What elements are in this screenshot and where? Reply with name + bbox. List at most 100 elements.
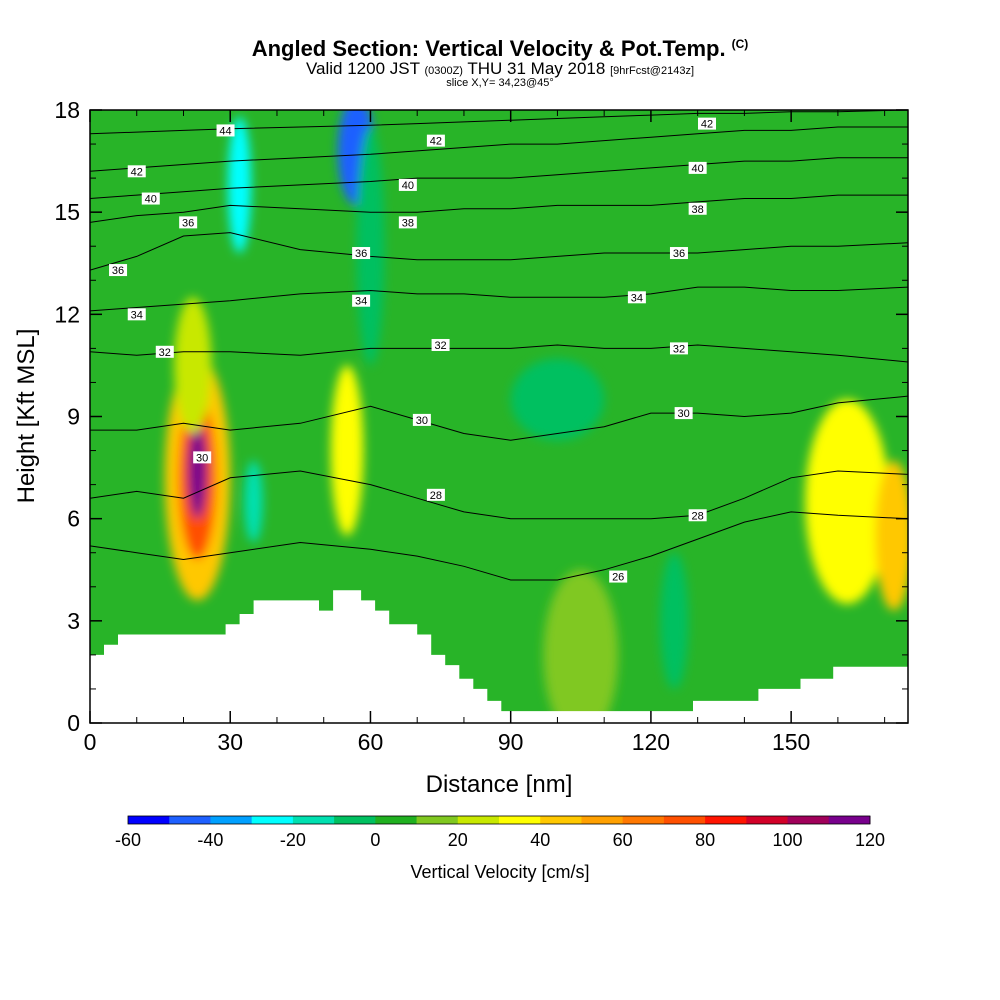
colorbar-tick-label: -40: [197, 830, 223, 850]
copyright-mark: (C): [731, 36, 749, 51]
valid-date: THU 31 May 2018: [467, 59, 606, 78]
colorbar-swatch: [828, 816, 871, 824]
valid-time-main: Valid 1200 JST: [305, 59, 420, 78]
svg-text:30: 30: [416, 415, 428, 427]
velocity-cell-7: [227, 116, 252, 254]
colorbar-swatch: [663, 816, 706, 824]
colorbar-swatch: [540, 816, 582, 824]
y-tick-label: 9: [67, 404, 80, 430]
contour-label-15: 36: [669, 247, 688, 260]
colorbar-tick-label: 80: [695, 830, 715, 850]
colorbar-swatch: [334, 816, 376, 824]
valid-time: Valid 1200 JST (0300Z) THU 31 May 2018 […: [0, 59, 1000, 79]
velocity-cell-11: [875, 460, 908, 611]
contour-labels: 26 28 28 30 30 30 32 32 32 34 34 34 36 36 36 36 38 38 40 40…: [109, 117, 717, 584]
svg-text:40: 40: [402, 180, 414, 192]
x-axis-label: Distance [nm]: [426, 771, 573, 798]
colorbar-tick-label: 40: [530, 830, 550, 850]
y-tick-label: 0: [67, 710, 80, 736]
svg-text:30: 30: [196, 452, 208, 464]
y-tick-label: 6: [67, 506, 80, 532]
svg-text:42: 42: [430, 136, 442, 148]
slice-info: slice X,Y= 34,23@45°: [446, 77, 554, 89]
contour-label-17: 38: [688, 202, 707, 216]
contour-label-24: 44: [216, 124, 235, 137]
x-tick-label: 90: [498, 729, 524, 755]
contour-label-11: 34: [627, 291, 646, 304]
contour-label-1: 28: [426, 488, 445, 502]
forecast-info: [9hrFcst@2143z]: [610, 65, 695, 77]
velocity-field: [164, 110, 908, 723]
x-tick-label: 60: [358, 729, 384, 755]
svg-text:44: 44: [219, 125, 231, 137]
contour-label-3: 30: [193, 451, 212, 464]
x-tick-label: 30: [217, 729, 243, 755]
contour-label-4: 30: [412, 413, 431, 427]
velocity-cell-8: [244, 460, 263, 543]
colorbar-swatch: [251, 816, 294, 824]
contour-26: [90, 511, 908, 581]
svg-text:32: 32: [434, 340, 446, 352]
colorbar-tick-label: 120: [855, 830, 885, 850]
velocity-cell-13: [660, 552, 689, 689]
svg-text:36: 36: [355, 248, 367, 260]
svg-text:40: 40: [145, 194, 157, 206]
colorbar-tick-label: -20: [280, 830, 306, 850]
colorbar-tick-label: 60: [613, 830, 633, 850]
contour-28: [90, 470, 908, 520]
velocity-cell-12: [543, 569, 619, 723]
contour-label-9: 34: [127, 308, 146, 321]
velocity-cell-10: [805, 399, 890, 604]
plot-background: [90, 110, 908, 723]
colorbar-swatch: [457, 816, 500, 824]
contour-32: [90, 344, 908, 363]
chart-title-text: Angled Section: Vertical Velocity & Pot.…: [251, 36, 726, 61]
velocity-cell-9: [510, 358, 605, 441]
colorbar-swatch: [375, 816, 418, 824]
colorbar-swatch: [581, 816, 624, 824]
contour-40: [90, 157, 908, 199]
contour-label-20: 40: [688, 161, 707, 175]
contour-38: [90, 194, 908, 223]
velocity-cell-4: [330, 365, 364, 536]
x-tick-label: 120: [632, 729, 670, 755]
velocity-cell-6: [356, 127, 385, 366]
contour-label-13: 36: [179, 216, 198, 229]
svg-text:34: 34: [131, 309, 143, 321]
contour-label-2: 28: [688, 509, 707, 522]
colorbar-swatch: [292, 816, 335, 824]
colorbar-swatch: [169, 816, 211, 824]
svg-text:38: 38: [402, 217, 414, 229]
velocity-cell-3: [174, 297, 212, 434]
contour-label-7: 32: [431, 338, 450, 352]
colorbar-swatch: [128, 816, 170, 824]
contour-label-8: 32: [669, 342, 688, 355]
y-tick-label: 3: [67, 608, 80, 634]
contour-label-5: 30: [674, 407, 693, 420]
colorbar: -60 -40 -20 0 20 40 60 80 100 120: [115, 815, 885, 850]
contour-label-18: 40: [141, 192, 160, 206]
svg-text:28: 28: [430, 490, 442, 502]
contour-label-14: 36: [352, 247, 371, 260]
contour-label-16: 38: [398, 216, 417, 229]
contour-34: [90, 286, 908, 312]
colorbar-label: Vertical Velocity [cm/s]: [410, 862, 590, 882]
contour-label-12: 36: [109, 264, 128, 277]
colorbar-tick-label: 20: [448, 830, 468, 850]
svg-text:36: 36: [182, 217, 194, 229]
svg-text:32: 32: [159, 347, 171, 359]
svg-text:40: 40: [692, 163, 704, 175]
contour-label-21: 42: [127, 165, 146, 178]
chart-title: Angled Section: Vertical Velocity & Pot.…: [0, 36, 1000, 62]
svg-text:34: 34: [631, 292, 643, 304]
svg-text:34: 34: [355, 296, 367, 308]
y-tick-label: 18: [54, 97, 80, 123]
x-tick-label: 0: [84, 729, 97, 755]
svg-text:32: 32: [673, 343, 685, 355]
y-tick-label: 12: [54, 301, 80, 327]
svg-text:28: 28: [692, 510, 704, 522]
contour-30: [90, 395, 908, 441]
contour-42: [90, 126, 908, 172]
contour-label-10: 34: [352, 294, 371, 308]
